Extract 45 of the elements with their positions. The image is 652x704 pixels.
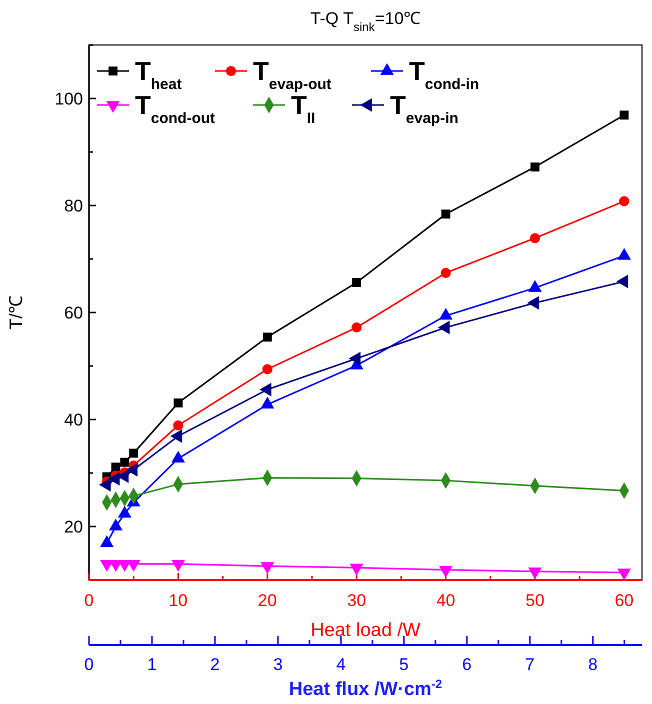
x2-tick-label: 4 xyxy=(336,655,346,674)
point xyxy=(530,233,540,244)
point xyxy=(262,332,272,342)
x2-tick-label: 2 xyxy=(210,655,220,674)
y-tick-label: 100 xyxy=(54,89,83,108)
point xyxy=(129,448,138,458)
legend-label: T$_{evap-in}$ xyxy=(390,90,458,126)
x-tick-label: 50 xyxy=(526,591,544,610)
x2-tick-label: 7 xyxy=(525,655,535,674)
point xyxy=(530,162,540,172)
point xyxy=(440,268,451,278)
legend-label: T$_{cond-out}$ xyxy=(135,90,216,126)
x-tick-label: 30 xyxy=(347,591,366,610)
y-tick-label: 40 xyxy=(64,410,83,430)
point xyxy=(262,364,272,374)
y-tick-label: 60 xyxy=(64,303,83,322)
x-tick-label: 60 xyxy=(614,591,634,610)
point xyxy=(174,398,183,408)
y-axis-title: T/℃ xyxy=(6,296,26,330)
legend-label: T$_{cond-in}$ xyxy=(409,56,480,92)
x2-tick-label: 8 xyxy=(588,655,598,674)
x2-tick-label: 3 xyxy=(273,655,283,674)
x2-tick-label: 5 xyxy=(399,655,409,674)
point xyxy=(111,462,120,472)
point xyxy=(352,278,362,288)
point xyxy=(352,322,362,333)
point xyxy=(120,458,130,467)
x2-tick-label: 0 xyxy=(84,655,94,674)
x-axis-title: Heat load /W xyxy=(310,620,420,641)
x-tick-label: 20 xyxy=(258,591,277,610)
legend-label: T$_{evap-out}$ xyxy=(253,56,332,92)
point xyxy=(441,210,450,219)
x-tick-label: 10 xyxy=(168,591,188,610)
x2-tick-label: 6 xyxy=(462,655,472,674)
x-tick-label: 0 xyxy=(84,591,94,610)
x2-axis-title: Heat flux /W·cm$^{-2}$ xyxy=(288,677,442,700)
point xyxy=(619,196,630,206)
x2-tick-label: 1 xyxy=(147,655,157,674)
point xyxy=(620,110,629,120)
legend-label: T$_{heat}$ xyxy=(135,56,182,92)
point xyxy=(173,420,184,430)
y-tick-label: 80 xyxy=(64,196,83,216)
x-tick-label: 40 xyxy=(436,591,456,610)
y-tick-label: 20 xyxy=(64,517,83,536)
chart-title: T-Q T$_{sink}$=10℃ xyxy=(310,9,421,34)
